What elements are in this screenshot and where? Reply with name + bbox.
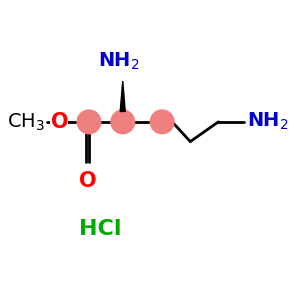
Text: O: O [79,171,96,191]
Circle shape [111,110,135,134]
Text: CH$_3$: CH$_3$ [7,111,45,133]
Text: NH$_2$: NH$_2$ [98,50,139,72]
Text: O: O [51,112,68,132]
Polygon shape [120,81,125,112]
Text: NH$_2$: NH$_2$ [247,110,288,132]
Text: HCl: HCl [79,219,122,239]
Circle shape [77,110,101,134]
Circle shape [150,110,174,134]
